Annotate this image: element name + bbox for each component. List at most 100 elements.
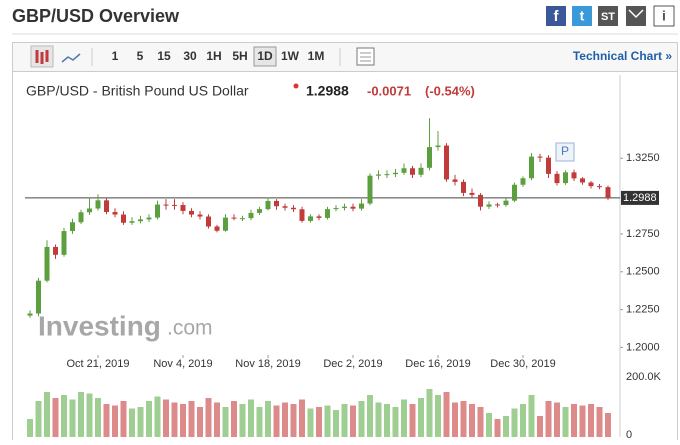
candle-body	[121, 214, 126, 223]
candle-body	[299, 209, 305, 221]
interval-button[interactable]: 15	[157, 49, 171, 63]
volume-bar	[120, 401, 127, 437]
x-tick-label: Dec 2, 2019	[323, 358, 382, 370]
candle-body	[308, 216, 313, 221]
volume-bar	[112, 405, 118, 437]
x-tick-label: Dec 30, 2019	[490, 358, 555, 370]
volume-bar	[290, 404, 297, 437]
interval-button[interactable]: 5H	[232, 49, 247, 63]
volume-bar	[537, 416, 543, 437]
candle-body	[180, 205, 186, 211]
candle-body	[87, 208, 92, 213]
volume-bar	[341, 404, 348, 437]
candle-body	[478, 194, 483, 207]
volume-tick-label: 0	[626, 429, 632, 440]
volume-bar	[146, 401, 152, 437]
volume-bar	[44, 392, 50, 437]
last-price-box	[621, 190, 659, 205]
candle-body	[112, 211, 118, 215]
interval-button[interactable]: 30	[183, 49, 197, 63]
volume-bar	[401, 399, 407, 437]
volume-bar	[545, 401, 552, 437]
candle-body	[529, 156, 534, 179]
volume-bar	[520, 404, 526, 437]
share-twitter[interactable]	[572, 6, 592, 26]
candle-body	[163, 204, 169, 206]
candle-body	[503, 200, 509, 206]
volume-bar	[486, 413, 492, 437]
candle-body	[333, 208, 339, 210]
volume-bar	[27, 419, 33, 437]
y-tick-label: 1.3250	[626, 152, 660, 164]
candle-body	[520, 178, 526, 185]
candle-body	[70, 222, 75, 232]
volume-bar	[316, 407, 322, 437]
price-change-percent: (-0.54%)	[425, 83, 475, 98]
volume-bar	[248, 399, 254, 437]
volume-bar	[477, 407, 484, 437]
candle-body	[282, 206, 288, 208]
candle-body	[393, 172, 398, 175]
share-info[interactable]	[653, 5, 675, 27]
toolbar	[13, 43, 677, 71]
page-title: GBP/USD Overview	[12, 6, 180, 26]
interval-button[interactable]: 5	[137, 49, 144, 63]
candle-body	[129, 221, 135, 223]
candle-body	[189, 210, 194, 215]
chart-frame	[12, 42, 678, 443]
candle-body	[231, 217, 237, 219]
volume-bar	[52, 398, 59, 437]
candle-body	[537, 156, 543, 158]
volume-bar	[418, 398, 424, 437]
candle-body	[240, 218, 245, 220]
candle-body	[138, 219, 143, 222]
y-tick-label: 1.2250	[626, 304, 660, 316]
candle-body	[61, 231, 67, 255]
interval-button[interactable]: 1	[112, 49, 119, 63]
interval-button[interactable]: 1H	[206, 49, 221, 63]
candle-body	[342, 206, 347, 209]
volume-bar	[299, 399, 305, 437]
volume-bar	[86, 393, 93, 437]
technical-chart-link[interactable]: Technical Chart »	[573, 49, 672, 63]
volume-tick-label: 200.0K	[626, 371, 662, 383]
x-tick-label: Nov 18, 2019	[235, 358, 300, 370]
share-facebook[interactable]	[546, 6, 566, 26]
candle-body	[36, 280, 41, 314]
volume-bar	[554, 402, 560, 437]
share-label: i	[662, 8, 666, 24]
candle-body	[53, 246, 58, 255]
candle-body	[588, 182, 594, 187]
volume-bar	[426, 389, 433, 437]
volume-bar	[503, 416, 509, 437]
volume-bar	[205, 398, 212, 437]
volume-bar	[469, 404, 475, 437]
candle-body	[469, 192, 475, 195]
instrument-name: GBP/USD - British Pound US Dollar	[26, 83, 249, 99]
volume-bar	[571, 404, 577, 437]
interval-button[interactable]: 1M	[308, 49, 325, 63]
live-dot	[293, 83, 299, 89]
share-label: ST	[601, 11, 615, 23]
y-tick-label: 1.2500	[626, 266, 660, 278]
volume-bar	[384, 404, 390, 437]
volume-bar	[163, 399, 169, 437]
candle-body	[257, 209, 262, 213]
candle-body	[223, 217, 228, 231]
candle-body	[78, 212, 84, 223]
candle-body	[435, 145, 441, 148]
share-stocktwits[interactable]	[598, 6, 618, 26]
watermark: Investing	[38, 310, 161, 341]
last-price-label: 1.2988	[623, 192, 657, 204]
candle-body	[418, 167, 424, 175]
volume-bar	[95, 398, 101, 437]
interval-button[interactable]: 1W	[281, 49, 300, 63]
volume-bar	[443, 392, 450, 437]
line-icon-button[interactable]	[61, 53, 81, 63]
candle-body	[376, 174, 381, 176]
interval-button[interactable]: 1D	[257, 49, 273, 63]
y-tick-label: 1.2750	[626, 228, 660, 240]
candle-body	[401, 168, 407, 173]
